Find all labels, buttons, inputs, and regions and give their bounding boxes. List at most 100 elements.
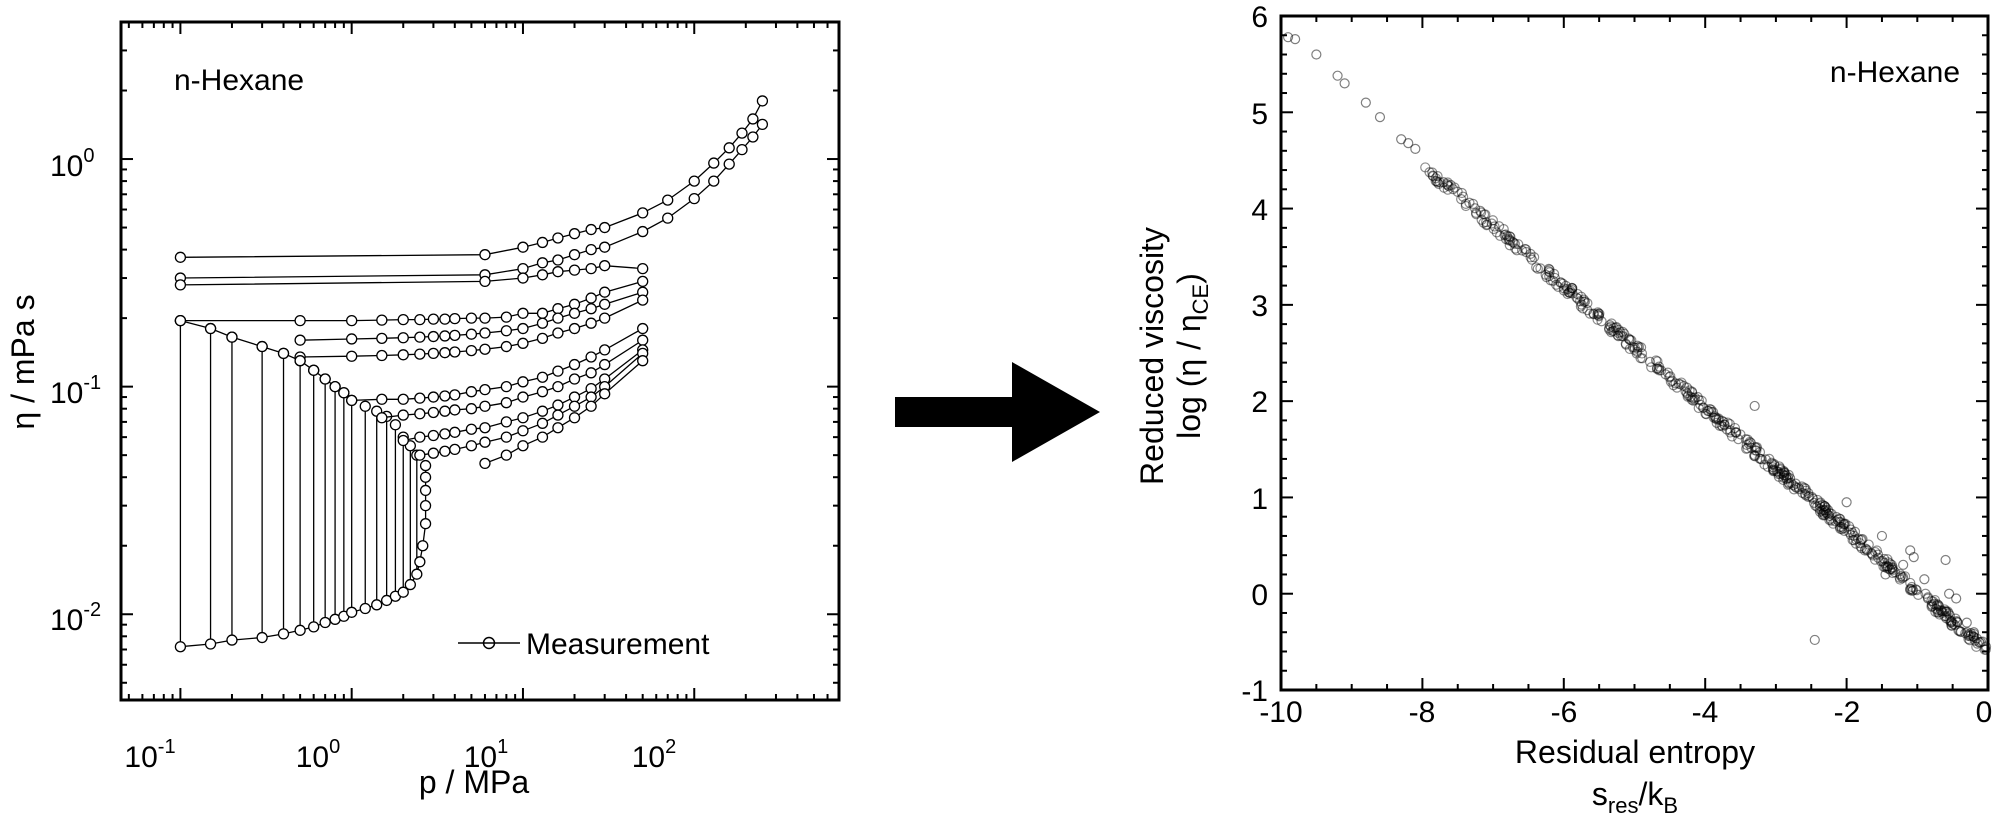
data-point xyxy=(1729,422,1741,434)
data-point xyxy=(1731,427,1742,438)
data-point xyxy=(1424,167,1435,178)
data-point xyxy=(1476,207,1487,218)
right-ticks xyxy=(1280,16,1989,691)
data-point xyxy=(1791,482,1802,493)
data-point xyxy=(479,384,491,396)
data-point xyxy=(688,192,700,205)
data-point xyxy=(1688,395,1699,406)
data-point xyxy=(1567,283,1578,294)
data-point xyxy=(1606,318,1617,329)
data-point xyxy=(1823,505,1834,516)
data-point xyxy=(1762,461,1773,472)
data-point xyxy=(1907,585,1918,596)
data-point xyxy=(1883,557,1894,568)
data-point xyxy=(1816,505,1827,516)
data-point xyxy=(1673,378,1684,389)
data-point xyxy=(1627,342,1638,353)
data-point xyxy=(449,346,461,358)
data-point xyxy=(536,317,549,329)
data-point xyxy=(500,380,513,393)
data-point xyxy=(1445,179,1456,191)
data-point xyxy=(1804,491,1815,502)
data-point xyxy=(1840,518,1851,529)
data-point xyxy=(294,355,306,367)
data-point xyxy=(1895,569,1906,580)
data-point xyxy=(1774,468,1785,479)
data-point xyxy=(1471,209,1482,220)
data-point xyxy=(1505,231,1516,243)
data-point xyxy=(1714,420,1725,431)
data-point xyxy=(1678,380,1690,392)
data-point xyxy=(1814,498,1825,509)
data-point xyxy=(1882,563,1893,574)
data-point xyxy=(427,391,440,403)
data-point xyxy=(500,449,513,461)
data-point xyxy=(517,272,529,284)
data-point xyxy=(1847,527,1858,539)
data-point xyxy=(1767,464,1779,475)
data-point xyxy=(346,394,358,407)
data-point xyxy=(517,412,529,424)
data-point xyxy=(1711,412,1722,423)
data-point xyxy=(1814,500,1826,511)
data-point xyxy=(1953,625,1964,636)
data-point xyxy=(1768,465,1779,477)
data-point xyxy=(500,397,513,409)
right-annotation: n-Hexane xyxy=(1830,56,1960,89)
data-point xyxy=(465,403,478,415)
data-point xyxy=(1898,559,1909,570)
data-point xyxy=(1750,441,1761,453)
data-point xyxy=(1502,230,1513,242)
data-point xyxy=(1427,167,1438,178)
data-point xyxy=(1478,209,1490,220)
data-point xyxy=(1800,483,1811,494)
data-point xyxy=(1744,438,1755,449)
left-ticks xyxy=(121,21,840,700)
data-point xyxy=(1835,517,1846,528)
data-point xyxy=(568,264,581,276)
right-y-tick-label: 1 xyxy=(1251,483,1268,516)
data-point xyxy=(568,307,581,319)
data-point xyxy=(1555,277,1566,288)
data-point xyxy=(1665,376,1676,387)
data-point xyxy=(552,380,564,393)
data-point xyxy=(1456,194,1467,205)
data-point xyxy=(1544,264,1555,275)
left-x-tick-labels: 10-1 100 101 102 xyxy=(124,736,676,774)
data-point xyxy=(1930,606,1941,617)
data-point xyxy=(1730,427,1741,438)
data-point xyxy=(1636,348,1648,359)
data-point xyxy=(1442,177,1453,188)
data-point xyxy=(536,257,549,269)
data-point xyxy=(1664,371,1675,383)
data-point xyxy=(1849,526,1861,537)
data-point xyxy=(1856,534,1867,545)
data-point xyxy=(536,417,549,429)
data-point xyxy=(1693,394,1704,405)
data-point xyxy=(1847,534,1858,546)
right-y-axis-label: Reduced viscosity xyxy=(1134,227,1170,485)
data-point xyxy=(1943,608,1954,619)
data-point xyxy=(552,232,564,244)
data-point xyxy=(1772,466,1784,477)
data-point xyxy=(1635,353,1646,364)
data-point xyxy=(1438,182,1450,193)
data-point xyxy=(376,412,388,424)
data-point xyxy=(1613,331,1624,342)
data-point xyxy=(1932,605,1944,616)
data-point xyxy=(1940,554,1951,566)
data-point xyxy=(1754,447,1766,458)
data-point xyxy=(1803,488,1814,499)
data-point xyxy=(1608,322,1619,333)
data-point xyxy=(1879,553,1890,565)
data-point xyxy=(1725,427,1736,438)
data-point xyxy=(1526,254,1538,265)
data-point xyxy=(1503,233,1515,245)
data-point xyxy=(1941,606,1952,617)
right-y-tick-label: 0 xyxy=(1251,579,1268,612)
data-point xyxy=(517,376,529,388)
data-point xyxy=(414,313,426,326)
data-point xyxy=(1460,198,1471,209)
data-point xyxy=(1793,482,1804,493)
data-point xyxy=(1430,173,1441,184)
